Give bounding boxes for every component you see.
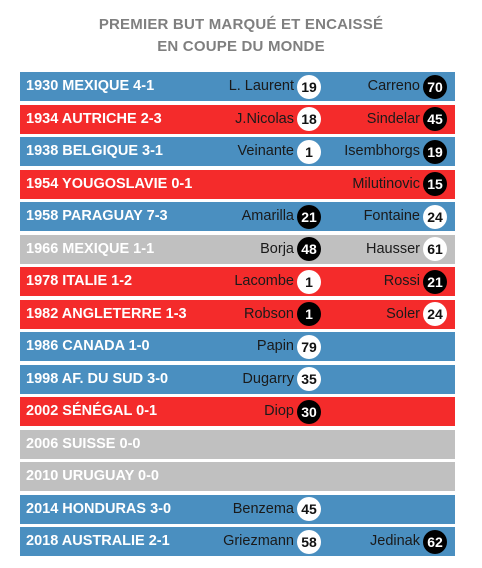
- match-label: 1986 CANADA 1-0: [26, 338, 150, 354]
- chart-title-line-1: PREMIER BUT MARQUÉ ET ENCAISSÉ: [98, 16, 384, 33]
- table-row: 2018 AUSTRALIE 2-1 Griezmann 58 Jedinak 62: [20, 527, 455, 556]
- scorer-name: Veinante: [237, 143, 294, 159]
- scorer-minute-badge: 1: [297, 302, 321, 326]
- match-label: 1966 MEXIQUE 1-1: [26, 240, 155, 257]
- table-row: 1978 ITALIE 1-2 Lacombe 1 Rossi 21: [20, 267, 455, 296]
- scorer-name: Papin: [256, 338, 294, 354]
- conceded-name: Rossi: [383, 273, 420, 289]
- conceded-minute-badge: 21: [423, 269, 447, 294]
- conceded-name: Carreno: [367, 78, 420, 94]
- scorer-name: Dugarry: [242, 370, 294, 387]
- table-row: 2014 HONDURAS 3-0 Benzema 45: [20, 494, 455, 524]
- match-label: 1954 YOUGOSLAVIE 0-1: [26, 175, 193, 192]
- scorer-minute-badge: 48: [297, 237, 321, 261]
- match-label: 1958 PARAGUAY 7-3: [26, 208, 168, 224]
- table-row: 2010 URUGUAY 0-0: [20, 462, 455, 491]
- table-row: 1938 BELGIQUE 3-1 Veinante 1 Isembhorgs 19: [20, 137, 455, 166]
- match-label: 2010 URUGUAY 0-0: [26, 468, 159, 484]
- scorer-minute-badge: 18: [297, 107, 321, 131]
- scorer-minute-badge: 45: [297, 497, 321, 521]
- match-label: 1930 MEXIQUE 4-1: [26, 78, 155, 94]
- conceded-minute-badge: 70: [423, 74, 447, 99]
- match-label: 2002 SÉNÉGAL 0-1: [26, 403, 158, 419]
- match-label: 2006 SUISSE 0-0: [26, 435, 141, 452]
- match-table: 1930 MEXIQUE 4-1 L. Laurent 19 Carreno 70 193…: [20, 72, 455, 560]
- match-label: 1938 BELGIQUE 3-1: [26, 143, 163, 159]
- table-row: 1958 PARAGUAY 7-3 Amarilla 21 Fontaine 24: [20, 202, 455, 231]
- conceded-name: Hausser: [366, 240, 420, 257]
- conceded-minute-badge: 24: [423, 302, 447, 326]
- conceded-minute-badge: 62: [423, 529, 447, 554]
- table-row: 1986 CANADA 1-0 Papin 79: [20, 332, 455, 361]
- match-label: 2018 AUSTRALIE 2-1: [26, 533, 170, 549]
- conceded-name: Sindelar: [366, 110, 420, 127]
- table-row: 1954 YOUGOSLAVIE 0-1 Milutinovic 15: [20, 169, 455, 199]
- scorer-name: L. Laurent: [228, 78, 294, 94]
- scorer-name: Diop: [264, 403, 294, 419]
- scorer-name: Lacombe: [234, 273, 294, 289]
- conceded-name: Milutinovic: [352, 175, 420, 192]
- table-row: 1930 MEXIQUE 4-1 L. Laurent 19 Carreno 70: [20, 72, 455, 101]
- match-label: 1998 AF. DU SUD 3-0: [26, 370, 169, 387]
- conceded-name: Soler: [386, 305, 420, 322]
- scorer-name: Griezmann: [223, 533, 294, 549]
- scorer-minute-badge: 1: [297, 269, 321, 294]
- scorer-minute-badge: 79: [297, 334, 321, 359]
- conceded-minute-badge: 19: [423, 139, 447, 164]
- scorer-minute-badge: 1: [297, 139, 321, 164]
- conceded-minute-badge: 61: [423, 237, 447, 261]
- scorer-minute-badge: 30: [297, 399, 321, 424]
- scorer-minute-badge: 58: [297, 529, 321, 554]
- table-row: 1998 AF. DU SUD 3-0 Dugarry 35: [20, 364, 455, 394]
- conceded-name: Jedinak: [370, 533, 420, 549]
- table-row: 1966 MEXIQUE 1-1 Borja 48 Hausser 61: [20, 234, 455, 264]
- conceded-name: Isembhorgs: [344, 143, 420, 159]
- match-label: 1934 AUTRICHE 2-3: [26, 110, 162, 127]
- conceded-name: Fontaine: [363, 208, 420, 224]
- chart-title-line-2: EN COUPE DU MONDE: [157, 38, 325, 55]
- scorer-name: Borja: [260, 240, 294, 257]
- scorer-minute-badge: 19: [297, 74, 321, 99]
- conceded-minute-badge: 24: [423, 204, 447, 229]
- scorer-name: J.Nicolas: [235, 110, 294, 127]
- scorer-name: Amarilla: [241, 208, 294, 224]
- table-row: 1934 AUTRICHE 2-3 J.Nicolas 18 Sindelar 45: [20, 104, 455, 134]
- match-label: 1978 ITALIE 1-2: [26, 273, 133, 289]
- scorer-name: Benzema: [232, 500, 294, 517]
- table-row: 2002 SÉNÉGAL 0-1 Diop 30: [20, 397, 455, 426]
- scorer-name: Robson: [244, 305, 294, 322]
- scorer-minute-badge: 21: [297, 204, 321, 229]
- conceded-minute-badge: 15: [423, 172, 447, 196]
- match-label: 1982 ANGLETERRE 1-3: [26, 305, 187, 322]
- table-row: 1982 ANGLETERRE 1-3 Robson 1 Soler 24: [20, 299, 455, 329]
- table-row: 2006 SUISSE 0-0: [20, 429, 455, 459]
- scorer-minute-badge: 35: [297, 367, 321, 391]
- conceded-minute-badge: 45: [423, 107, 447, 131]
- match-label: 2014 HONDURAS 3-0: [26, 500, 172, 517]
